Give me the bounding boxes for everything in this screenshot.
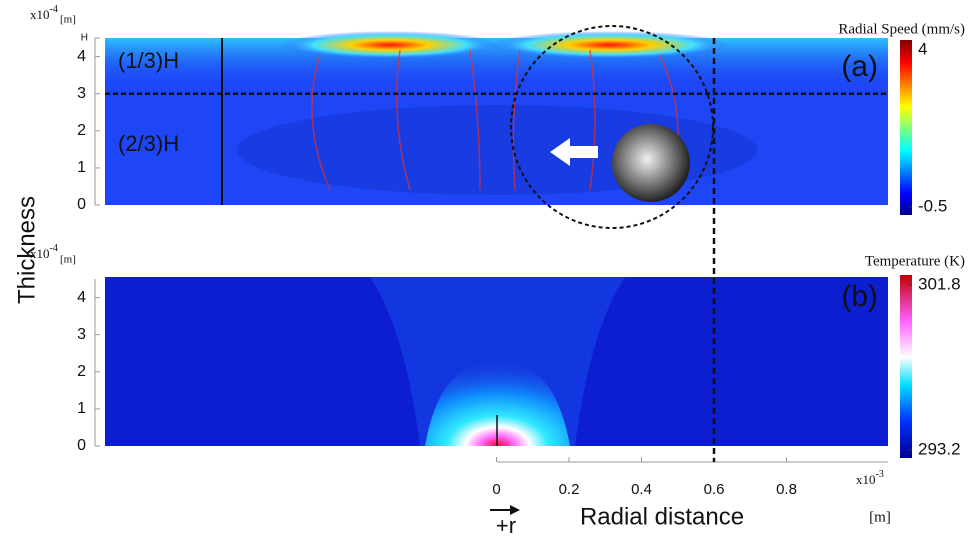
colorbar-title: Radial Speed (mm/s)	[838, 21, 965, 37]
temperature-field	[105, 277, 888, 446]
panel-label: (a)	[841, 50, 878, 83]
scale-exponent: -4	[50, 243, 58, 254]
colorbar-tick-label: -0.5	[918, 196, 947, 215]
y-tick-label: 4	[77, 48, 86, 65]
annotation: (2/3)H	[118, 131, 179, 156]
scale-exponent: -4	[50, 4, 58, 15]
annotation: (1/3)H	[118, 48, 179, 73]
colorbar-tick-label: 4	[918, 39, 927, 58]
scale-base: x10	[856, 472, 876, 487]
scale-label: x10-3	[856, 469, 884, 487]
y-tick-label: 3	[77, 85, 86, 102]
scale-base: x10	[30, 246, 50, 261]
y-tick-label: 0	[77, 437, 86, 454]
x-tick-label: 0.2	[559, 481, 580, 498]
y-tick-label: 0	[77, 196, 86, 213]
scale-label: x10-4	[30, 4, 58, 22]
colorbar-tick-label: 301.8	[918, 274, 961, 293]
panel-label: (b)	[841, 280, 878, 313]
colorbar-title: Temperature (K)	[865, 253, 965, 269]
x-tick-label: 0.6	[704, 481, 725, 498]
direction-label: +r	[496, 513, 516, 538]
scale-unit: [m]	[60, 14, 76, 26]
colorbar	[900, 275, 912, 458]
colorbar	[900, 40, 912, 215]
y-tick-label: 3	[77, 326, 86, 343]
x-axis-title: Radial distance	[580, 503, 744, 530]
y-tick-label: 2	[77, 363, 86, 380]
y-tick-label: 1	[77, 400, 86, 417]
x-tick-label: 0.4	[631, 481, 652, 498]
y-tick-label: 2	[77, 122, 86, 139]
scale-base: x10	[30, 7, 50, 22]
x-tick-label: 0.8	[776, 481, 797, 498]
scale-unit: [m]	[869, 509, 891, 525]
y-tick-label: 1	[77, 159, 86, 176]
y-tick-label: H	[81, 33, 88, 44]
scale-exponent: -3	[876, 469, 884, 480]
speed-field	[105, 26, 888, 228]
scale-label: x10-4	[30, 243, 58, 261]
y-tick-label: 4	[77, 289, 86, 306]
scale-unit: [m]	[60, 254, 76, 266]
figure: 01234Hx10-4[m]Thickness(a)(1/3)H(2/3)HRa…	[0, 0, 975, 541]
x-tick-label: 0	[492, 481, 500, 498]
colorbar-tick-label: 293.2	[918, 439, 961, 458]
